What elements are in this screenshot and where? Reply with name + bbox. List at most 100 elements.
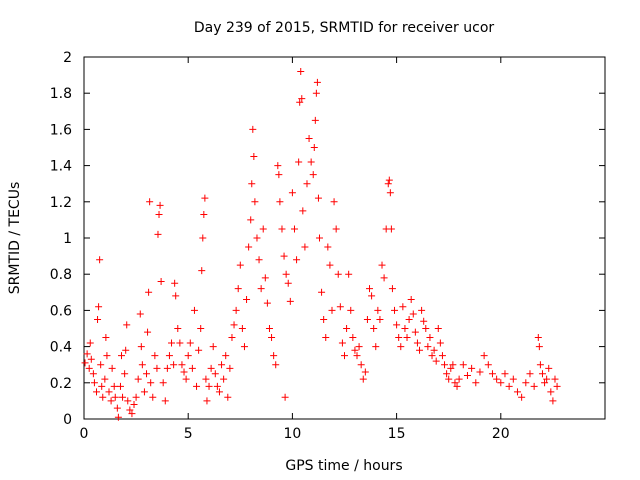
data-point bbox=[151, 352, 159, 360]
data-point bbox=[357, 361, 365, 369]
data-point bbox=[199, 234, 207, 242]
data-point bbox=[501, 370, 509, 378]
data-point bbox=[368, 292, 376, 300]
data-point bbox=[453, 382, 461, 390]
data-point bbox=[171, 279, 179, 287]
data-point bbox=[81, 359, 89, 367]
data-point bbox=[197, 325, 205, 332]
data-point bbox=[161, 397, 169, 405]
data-point bbox=[388, 285, 396, 293]
data-point bbox=[553, 382, 561, 390]
data-point bbox=[275, 171, 283, 179]
y-axis-ticks: 0 0.2 0.4 0.6 0.8 1 1.2 1.4 1.6 1.8 2 bbox=[50, 50, 605, 428]
x-tick-label: 20 bbox=[492, 426, 510, 442]
data-point bbox=[336, 303, 344, 311]
data-point bbox=[463, 372, 471, 380]
data-point bbox=[438, 352, 446, 360]
data-point bbox=[326, 261, 334, 269]
data-point bbox=[259, 225, 267, 233]
data-point bbox=[96, 256, 104, 264]
data-point bbox=[232, 306, 240, 314]
data-point bbox=[488, 370, 496, 378]
data-point bbox=[99, 393, 107, 401]
data-point bbox=[363, 315, 371, 323]
plot-frame bbox=[83, 56, 606, 420]
data-point bbox=[245, 243, 253, 251]
data-point bbox=[116, 382, 124, 390]
data-point bbox=[538, 370, 546, 378]
data-point bbox=[299, 207, 307, 215]
data-point bbox=[443, 370, 451, 378]
data-point bbox=[146, 198, 154, 206]
data-point bbox=[451, 379, 459, 387]
data-point bbox=[163, 364, 171, 372]
data-point bbox=[250, 153, 258, 161]
data-point bbox=[399, 303, 407, 311]
data-point bbox=[276, 198, 284, 206]
data-point bbox=[140, 388, 148, 396]
data-point bbox=[202, 375, 210, 383]
data-point bbox=[157, 277, 165, 285]
data-point bbox=[416, 346, 424, 354]
data-point bbox=[549, 397, 557, 405]
data-point bbox=[307, 158, 315, 166]
data-point bbox=[536, 361, 544, 369]
data-point bbox=[123, 321, 131, 329]
data-point bbox=[386, 189, 394, 197]
data-point bbox=[248, 180, 256, 188]
data-point bbox=[361, 368, 369, 376]
data-point bbox=[318, 288, 326, 296]
data-point bbox=[132, 393, 140, 401]
data-point bbox=[447, 364, 455, 372]
data-point bbox=[468, 364, 476, 372]
data-point bbox=[111, 393, 119, 401]
data-point bbox=[284, 279, 292, 287]
data-point bbox=[293, 256, 301, 264]
data-point bbox=[413, 339, 421, 347]
data-point bbox=[455, 375, 463, 383]
data-point bbox=[130, 401, 138, 409]
data-point bbox=[513, 388, 521, 396]
data-point bbox=[418, 306, 426, 314]
data-point bbox=[136, 310, 144, 318]
data-point bbox=[257, 285, 265, 293]
data-points bbox=[81, 67, 561, 421]
data-point bbox=[198, 267, 206, 275]
data-point bbox=[397, 343, 405, 351]
data-point bbox=[240, 343, 248, 351]
data-point bbox=[278, 225, 286, 233]
data-point bbox=[149, 393, 157, 401]
x-tick-label: 15 bbox=[388, 426, 406, 442]
y-tick-label: 1.2 bbox=[50, 195, 72, 211]
data-point bbox=[330, 198, 338, 206]
data-point bbox=[247, 216, 255, 224]
x-axis-label: GPS time / hours bbox=[285, 458, 402, 474]
data-point bbox=[551, 375, 559, 383]
data-point bbox=[298, 95, 306, 103]
data-point bbox=[126, 406, 134, 414]
data-point bbox=[122, 346, 130, 354]
data-point bbox=[155, 210, 163, 218]
data-point bbox=[249, 125, 257, 133]
data-point bbox=[90, 379, 98, 387]
y-tick-label: 0.8 bbox=[50, 267, 72, 283]
data-point bbox=[172, 292, 180, 300]
data-point bbox=[345, 270, 353, 278]
data-point bbox=[153, 364, 161, 372]
data-point bbox=[426, 334, 434, 342]
data-point bbox=[301, 243, 309, 251]
data-point bbox=[184, 352, 192, 360]
data-point bbox=[101, 375, 109, 383]
data-point bbox=[355, 343, 363, 351]
data-point bbox=[209, 343, 217, 351]
data-point bbox=[180, 368, 188, 376]
data-point bbox=[168, 339, 176, 347]
data-point bbox=[228, 334, 236, 342]
data-point bbox=[95, 303, 103, 311]
data-point bbox=[188, 364, 196, 372]
data-point bbox=[526, 370, 534, 378]
x-axis-ticks: 0 5 10 15 20 bbox=[80, 57, 510, 442]
data-point bbox=[353, 352, 361, 360]
data-point bbox=[268, 334, 276, 342]
y-axis-label: SRMTID / TECUs bbox=[7, 182, 23, 295]
